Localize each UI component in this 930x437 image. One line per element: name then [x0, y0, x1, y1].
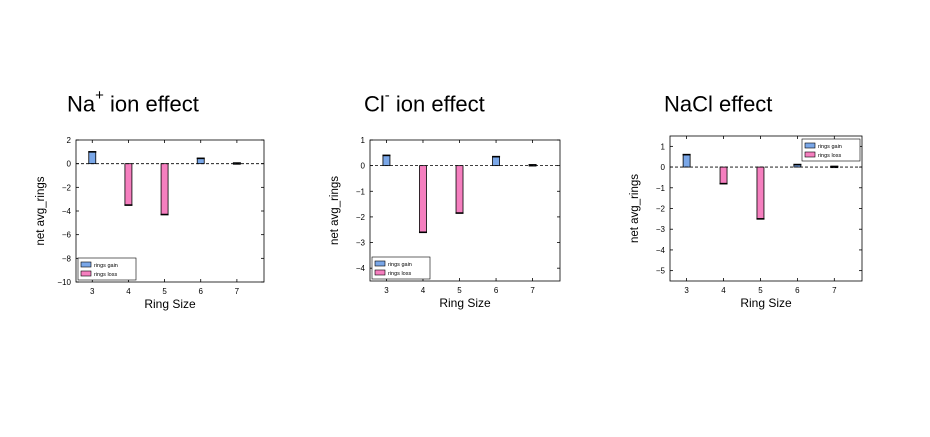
- legend-box: [801, 138, 861, 162]
- plot-frame: [369, 139, 561, 282]
- y-tick-label: 0: [661, 163, 666, 172]
- x-tick-label: 6: [494, 286, 499, 295]
- chart-title-nacl: NaCl effect: [664, 90, 772, 117]
- gain-bar-3: [382, 154, 391, 167]
- title-rest: ion effect: [389, 91, 485, 117]
- chart-title-na-ion: Na+ ion effect: [67, 87, 199, 117]
- loss-bar-5: [756, 166, 765, 220]
- y-tick-label: 1: [661, 142, 666, 151]
- legend-swatch-gain: [80, 261, 92, 268]
- title-superscript: -: [384, 87, 390, 104]
- legend-label-gain: rings gain: [388, 262, 412, 268]
- y-tick-label: −1: [356, 187, 366, 196]
- y-tick-label: −1: [656, 184, 666, 193]
- legend-label-loss: rings loss: [388, 271, 411, 277]
- x-axis-label: Ring Size: [144, 297, 196, 311]
- legend-swatch-gain: [804, 142, 816, 149]
- y-tick-label: 0: [361, 162, 366, 171]
- x-tick-label: 4: [421, 286, 426, 295]
- legend-swatch-loss: [804, 151, 816, 158]
- x-tick-label: 5: [758, 286, 763, 295]
- y-tick-label: −2: [356, 213, 366, 222]
- x-tick-label: 3: [384, 286, 389, 295]
- title-main: Cl: [364, 91, 385, 117]
- gain-bar-6: [492, 156, 500, 167]
- y-tick-label: −2: [62, 183, 72, 192]
- y-tick-label: −4: [656, 246, 666, 255]
- y-tick-label: −10: [57, 278, 71, 287]
- y-tick-label: −4: [356, 264, 366, 273]
- x-tick-label: 6: [199, 287, 204, 296]
- legend-swatch-gain: [374, 260, 386, 267]
- y-axis-label: net avg_rings: [629, 174, 641, 243]
- y-tick-label: 1: [361, 136, 366, 145]
- title-superscript: +: [95, 87, 104, 104]
- x-tick-label: 6: [795, 286, 800, 295]
- legend-box: [371, 256, 431, 280]
- legend-label-gain: rings gain: [94, 263, 118, 269]
- x-axis-label: Ring Size: [439, 296, 491, 310]
- title-rest: ion effect: [103, 91, 199, 117]
- y-tick-label: 2: [67, 136, 72, 145]
- gain-bar-3: [682, 154, 691, 168]
- y-tick-label: −6: [62, 231, 72, 240]
- loss-bar-4: [124, 163, 133, 206]
- y-tick-label: −4: [62, 207, 72, 216]
- y-tick-label: −8: [62, 254, 72, 263]
- y-tick-label: −3: [356, 239, 366, 248]
- y-axis-label: net avg_rings: [35, 176, 47, 245]
- x-tick-label: 7: [235, 287, 240, 296]
- legend-box: [77, 257, 137, 281]
- legend-label-loss: rings loss: [94, 272, 117, 278]
- legend-swatch-loss: [374, 269, 386, 276]
- x-tick-label: 3: [90, 287, 95, 296]
- y-tick-label: 0: [67, 160, 72, 169]
- loss-bar-4: [719, 166, 728, 185]
- x-axis-label: Ring Size: [740, 296, 792, 310]
- y-tick-label: −3: [656, 225, 666, 234]
- loss-bar-4: [419, 165, 427, 233]
- title-main: Na: [67, 91, 96, 117]
- x-tick-label: 3: [684, 286, 689, 295]
- legend-label-loss: rings loss: [818, 153, 841, 159]
- y-tick-label: −5: [656, 267, 666, 276]
- title-main: NaCl effect: [664, 91, 773, 117]
- x-tick-label: 5: [162, 287, 167, 296]
- x-tick-label: 4: [126, 287, 131, 296]
- gain-bar-3: [88, 151, 97, 165]
- x-tick-label: 5: [457, 286, 462, 295]
- legend-label-gain: rings gain: [818, 144, 842, 150]
- x-tick-label: 7: [530, 286, 535, 295]
- chart-title-cl-ion: Cl- ion effect: [364, 87, 485, 117]
- x-tick-label: 7: [832, 286, 837, 295]
- y-axis-label: net avg_rings: [329, 176, 341, 245]
- y-tick-label: −2: [656, 205, 666, 214]
- legend-swatch-loss: [80, 270, 92, 277]
- loss-bar-5: [160, 163, 169, 215]
- x-tick-label: 4: [721, 286, 726, 295]
- loss-bar-5: [455, 165, 464, 214]
